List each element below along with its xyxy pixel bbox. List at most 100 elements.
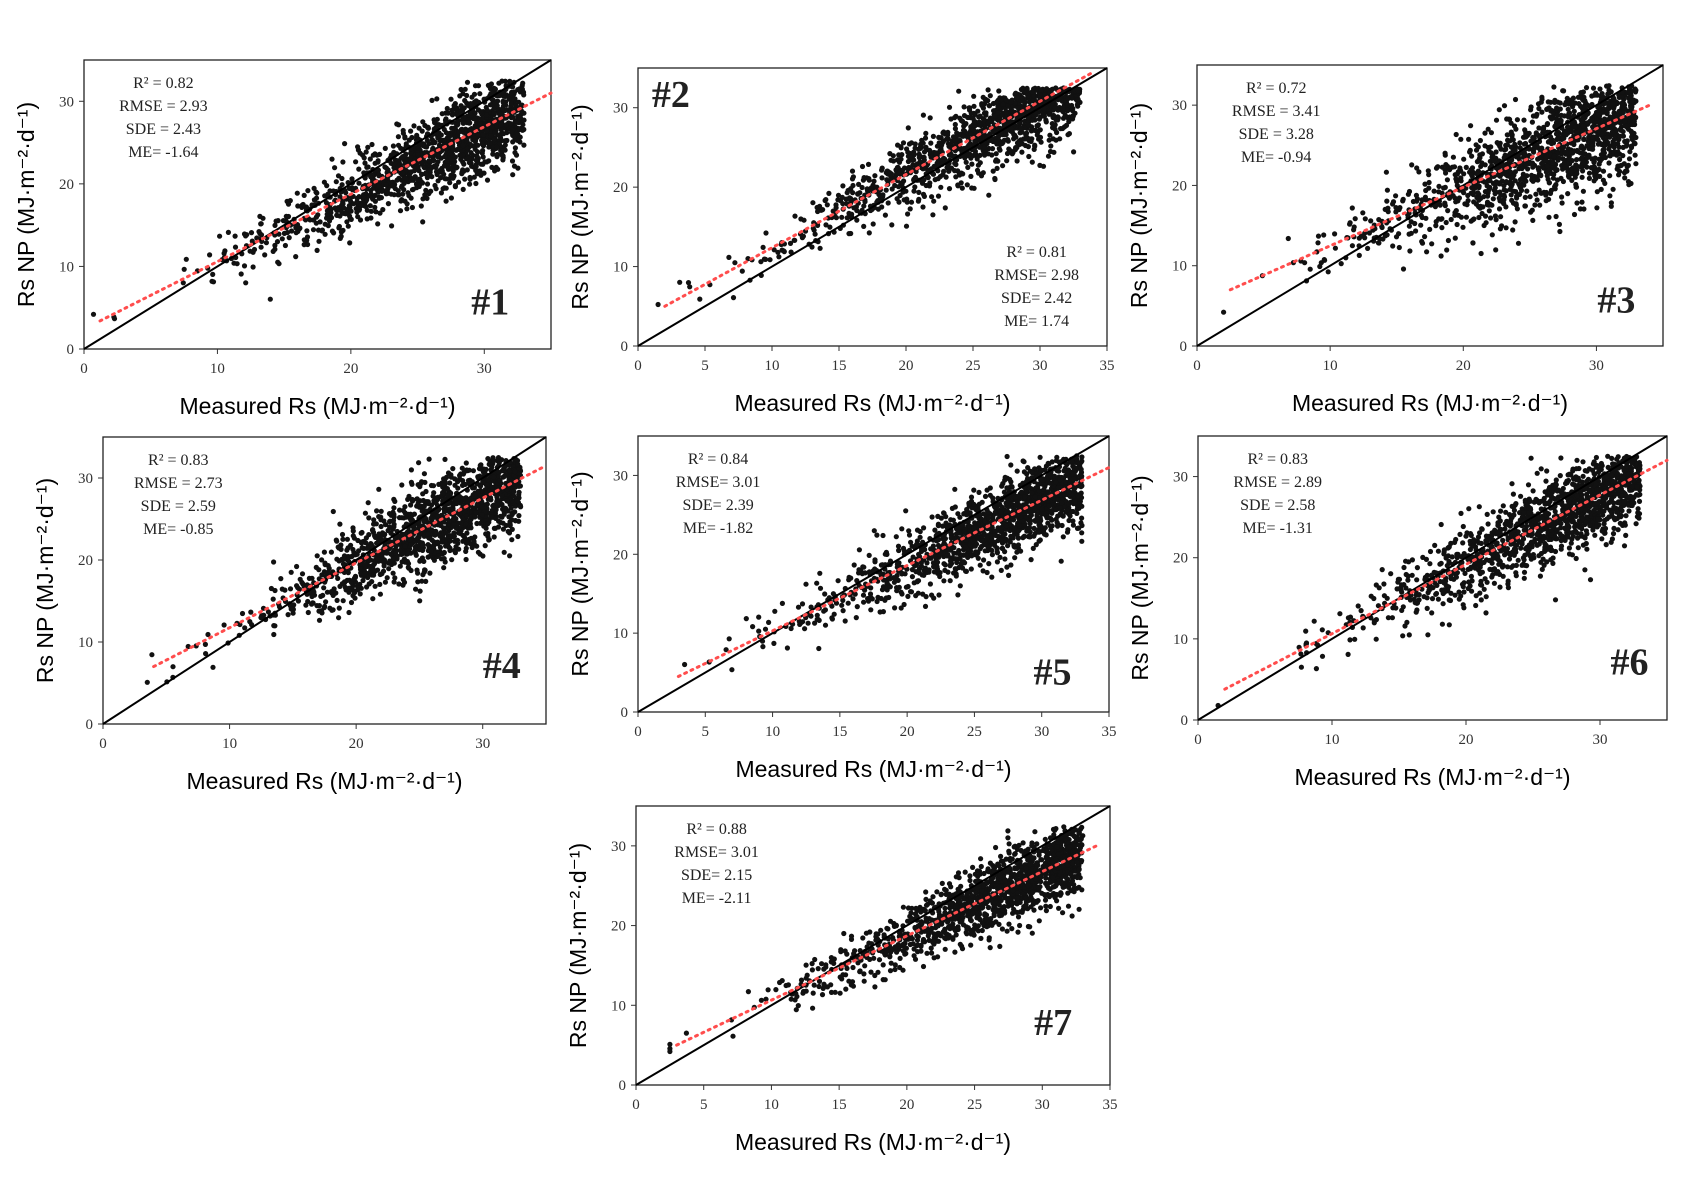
- data-point: [1633, 114, 1639, 120]
- data-point: [1000, 163, 1006, 169]
- data-point: [257, 213, 263, 219]
- data-point: [376, 538, 382, 544]
- data-point: [1021, 88, 1027, 94]
- data-point: [1027, 99, 1033, 105]
- data-point: [1452, 235, 1458, 241]
- data-point: [1461, 190, 1467, 196]
- data-point: [1605, 91, 1611, 97]
- data-point: [933, 150, 939, 156]
- data-point: [917, 146, 923, 152]
- data-point: [330, 188, 336, 194]
- data-point: [1066, 119, 1072, 125]
- data-point: [356, 180, 362, 186]
- data-point: [1046, 111, 1052, 117]
- data-point: [999, 112, 1005, 118]
- data-point: [375, 221, 381, 227]
- data-point: [1486, 148, 1492, 154]
- data-point: [1052, 122, 1058, 128]
- data-point: [368, 208, 374, 214]
- data-point: [321, 179, 327, 185]
- data-point: [1584, 164, 1590, 170]
- data-point: [385, 167, 391, 173]
- data-point: [1473, 147, 1480, 153]
- data-point: [998, 141, 1004, 147]
- data-point: [1015, 105, 1021, 111]
- data-point: [353, 159, 359, 165]
- data-point: [1026, 153, 1032, 160]
- data-point: [781, 248, 787, 254]
- data-point: [1515, 240, 1522, 246]
- data-point: [462, 86, 468, 92]
- data-point: [366, 532, 372, 538]
- data-point: [512, 145, 519, 151]
- x-tick-label: 20: [349, 736, 364, 752]
- data-point: [443, 198, 449, 204]
- data-point: [1046, 137, 1052, 143]
- data-point: [965, 164, 971, 170]
- data-point: [1493, 180, 1499, 187]
- data-point: [432, 139, 438, 146]
- data-point: [365, 500, 371, 506]
- data-point: [344, 219, 350, 225]
- data-point: [512, 150, 518, 156]
- data-point: [247, 248, 253, 254]
- data-point: [791, 237, 797, 243]
- data-point: [463, 545, 469, 551]
- stat-line: R² = 0.81: [1006, 244, 1067, 261]
- data-point: [458, 109, 464, 115]
- data-point: [1465, 192, 1471, 199]
- data-point: [1557, 100, 1563, 106]
- data-point: [415, 145, 421, 151]
- data-point: [1442, 184, 1448, 190]
- data-point: [314, 553, 320, 559]
- data-point: [1586, 175, 1592, 181]
- data-point: [420, 196, 426, 202]
- data-point: [1621, 105, 1627, 111]
- data-point: [408, 502, 414, 508]
- data-point: [378, 508, 384, 514]
- x-axis-label: Measured Rs (MJ·m⁻²·d⁻¹): [1292, 390, 1568, 416]
- data-point: [1030, 98, 1037, 104]
- data-point: [849, 168, 856, 174]
- data-point: [981, 144, 988, 150]
- data-point: [1546, 196, 1552, 202]
- data-point: [467, 174, 473, 181]
- data-point: [947, 152, 953, 158]
- data-point: [1032, 142, 1038, 148]
- data-point: [435, 178, 441, 184]
- data-point: [365, 144, 371, 150]
- data-point: [1457, 168, 1463, 174]
- data-point: [1318, 260, 1324, 266]
- data-point: [839, 214, 845, 220]
- data-point: [210, 271, 216, 277]
- data-point: [374, 508, 380, 514]
- data-point: [502, 138, 509, 144]
- data-point: [322, 231, 328, 237]
- data-point: [1629, 98, 1635, 104]
- data-point: [217, 233, 223, 239]
- data-point: [932, 177, 938, 183]
- data-point: [1419, 197, 1425, 203]
- data-point: [1487, 178, 1493, 184]
- data-point: [1065, 132, 1071, 138]
- data-point: [879, 175, 885, 181]
- data-point: [925, 167, 931, 173]
- data-point: [1533, 191, 1539, 197]
- y-tick-label: 0: [621, 339, 629, 355]
- data-point: [1453, 208, 1459, 214]
- data-point: [1553, 131, 1560, 137]
- data-point: [1037, 134, 1044, 140]
- x-tick-label: 10: [210, 361, 225, 377]
- data-point: [1024, 136, 1030, 142]
- data-point: [787, 240, 794, 246]
- data-point: [515, 131, 521, 138]
- data-point: [1043, 119, 1049, 125]
- data-point: [270, 248, 276, 254]
- data-point: [209, 278, 215, 284]
- data-point: [927, 115, 933, 121]
- data-point: [289, 228, 295, 234]
- data-point: [490, 151, 496, 157]
- data-point: [480, 132, 486, 138]
- data-point: [850, 190, 856, 196]
- data-point: [1597, 86, 1603, 92]
